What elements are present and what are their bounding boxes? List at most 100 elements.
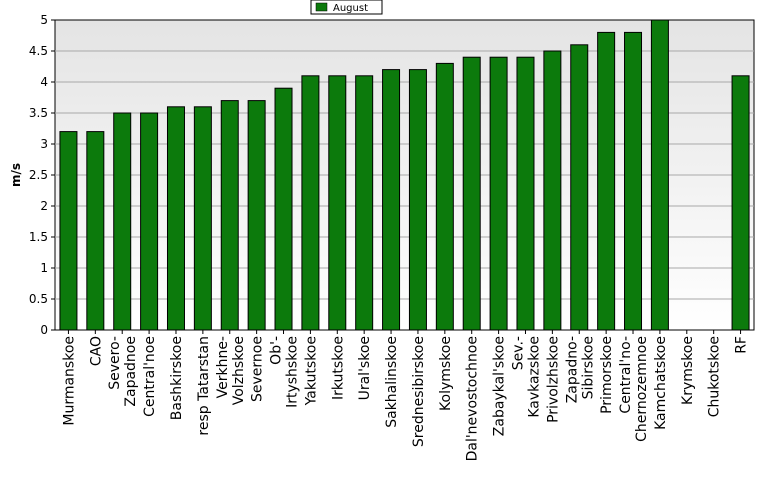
bar[interactable] [462,56,481,331]
x-tick-label-line: Krymskoe [680,336,696,405]
x-tick-label: Krymskoe [680,336,696,405]
bar[interactable] [408,69,427,331]
x-tick-label: Irkutskoe [330,336,346,400]
x-tick-label-line: Kavkazskoe [526,336,542,418]
bar[interactable] [435,62,454,331]
bar[interactable] [355,75,374,331]
legend[interactable]: August [310,0,383,15]
x-tick-label-line: Central'no- [618,336,634,414]
x-tick-label: Ob'- Irtyshskoe [269,336,301,408]
x-tick-label: Bashkirskoe [169,336,185,420]
x-tick-label-line: Kolymskoe [438,336,454,411]
x-tick-label: Central'noe [142,336,158,417]
bar[interactable] [301,75,320,331]
legend-label: August [333,3,368,14]
x-tick-labels: Murmanskoe CAO Severo- Zapadnoe Central'noe B… [61,330,750,461]
x-tick-label-line: Sakhalinskoe [384,336,400,428]
x-tick-label-line: Zapadnoe [123,336,139,407]
x-tick-label-line: Zabaykal'skoe [492,336,508,436]
x-tick-label-line: Srednesibirskoe [411,336,427,447]
y-tick-label: 1.5 [29,230,48,244]
x-tick-label-line: CAO [88,336,104,366]
bar[interactable] [382,69,401,331]
x-tick-label: Chukotskoe [707,336,723,417]
y-tick-label: 2 [40,199,48,213]
x-tick-label: Primorskoe [599,336,615,414]
x-tick-label: Sev.- Kavkazskoe [510,336,542,418]
x-tick-label-line: Dal'nevostochnoe [465,336,481,461]
bar[interactable] [193,106,212,331]
bar[interactable] [113,112,132,331]
bar[interactable] [597,31,616,331]
x-tick-label-line: Irkutskoe [330,336,346,400]
bar[interactable] [247,100,266,331]
x-tick-label-line: Severnoe [250,336,266,402]
x-tick-label: Zabaykal'skoe [492,336,508,436]
x-tick-label: Ural'skoe [357,336,373,400]
y-tick-label: 3 [40,137,48,151]
x-tick-label: Privolzhskoe [545,336,561,423]
x-tick-label: Zapadno- Sibirskoe [564,336,596,403]
bar[interactable] [59,131,78,331]
y-tick-labels: 0 0.5 1 1.5 2 2.5 3 3.5 4 4.5 5 [29,13,55,337]
bar[interactable] [166,106,185,331]
y-tick-label: 5 [40,13,48,27]
x-tick-label: Kolymskoe [438,336,454,411]
bar[interactable] [570,44,589,331]
legend-swatch [315,2,328,12]
bar[interactable] [543,50,562,331]
bar[interactable] [220,100,239,331]
x-tick-label: Kamchatskoe [653,336,669,430]
y-axis-label: m/s [9,163,23,187]
x-tick-label: CAO [88,336,104,366]
x-tick-label: Severnoe [250,336,266,402]
x-tick-label-line: Sibirskoe [580,336,596,399]
y-tick-label: 4.5 [29,44,48,58]
x-tick-label-line: Yakutskoe [303,336,319,406]
bar[interactable] [731,75,750,331]
bar[interactable] [328,75,347,331]
x-tick-label-line: Sev.- [510,336,526,370]
x-tick-label-line: Irtyshskoe [285,336,301,408]
bar[interactable] [86,131,105,331]
x-tick-label: resp Tatarstan [196,336,212,436]
bars-group [59,19,750,331]
x-tick-label-line: Murmanskoe [61,336,77,426]
x-tick-label-line: Volzhskoe [231,336,247,405]
y-tick-label: 3.5 [29,106,48,120]
y-tick-label: 4 [40,75,48,89]
x-tick-label: RF [734,336,750,354]
x-tick-label-line: Primorskoe [599,336,615,414]
bar[interactable] [650,19,669,331]
x-tick-label-line: Verkhne- [215,336,231,398]
x-tick-label-line: Severo- [107,336,123,390]
bar[interactable] [624,31,643,331]
x-tick-label: Severo- Zapadnoe [107,336,139,407]
x-tick-label-line: resp Tatarstan [196,336,212,436]
x-tick-label: Sakhalinskoe [384,336,400,428]
y-tick-label: 2.5 [29,168,48,182]
x-tick-label-line: Chernozemnoe [634,336,650,442]
x-tick-label-line: Ob'- [269,336,285,365]
x-tick-label-line: Kamchatskoe [653,336,669,430]
bar[interactable] [516,56,535,331]
y-tick-label: 0 [40,323,48,337]
x-tick-label-line: Bashkirskoe [169,336,185,420]
bar[interactable] [274,87,293,331]
x-tick-label-line: Chukotskoe [707,336,723,417]
x-tick-label: Murmanskoe [61,336,77,426]
x-tick-label: Yakutskoe [303,336,319,406]
y-tick-label: 0.5 [29,292,48,306]
x-tick-label-line: Zapadno- [564,336,580,403]
x-tick-label: Central'no- Chernozemnoe [618,336,650,442]
bar[interactable] [140,112,159,331]
x-tick-label: Dal'nevostochnoe [465,336,481,461]
y-tick-label: 1 [40,261,48,275]
x-tick-label-line: Privolzhskoe [545,336,561,423]
x-tick-label-line: Central'noe [142,336,158,417]
x-tick-label-line: RF [734,336,750,354]
x-tick-label: Verkhne- Volzhskoe [215,336,247,405]
bar[interactable] [489,56,508,331]
